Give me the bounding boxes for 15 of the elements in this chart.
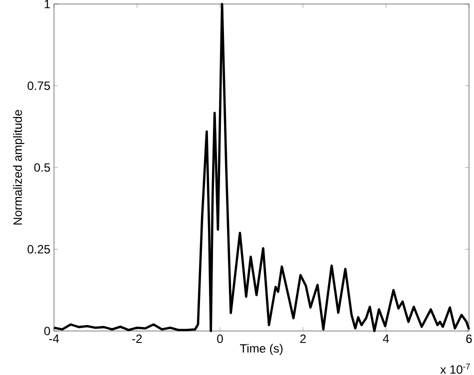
- y-tick-label: 0: [44, 326, 50, 336]
- y-tick-label: 0.5: [34, 163, 50, 172]
- x-tick-label: 4: [382, 334, 389, 343]
- x-tick-label: -4: [49, 334, 59, 343]
- y-tick-label: 0.75: [28, 82, 50, 90]
- y-tick-label: 0.25: [28, 245, 50, 254]
- x-tick-label: 0: [217, 334, 223, 344]
- text: x 10$^{-7}$: [440, 364, 470, 374]
- x-tick-label: -2: [132, 334, 142, 343]
- x-axis-title: Time (s): [240, 344, 283, 356]
- x-tick-label: 6: [466, 334, 472, 344]
- x-tick-label: 2: [300, 334, 306, 343]
- y-axis-title: Normalized amplitude: [13, 110, 24, 225]
- line-series: [52, 2, 470, 332]
- y-tick-label: 1: [44, 0, 50, 8]
